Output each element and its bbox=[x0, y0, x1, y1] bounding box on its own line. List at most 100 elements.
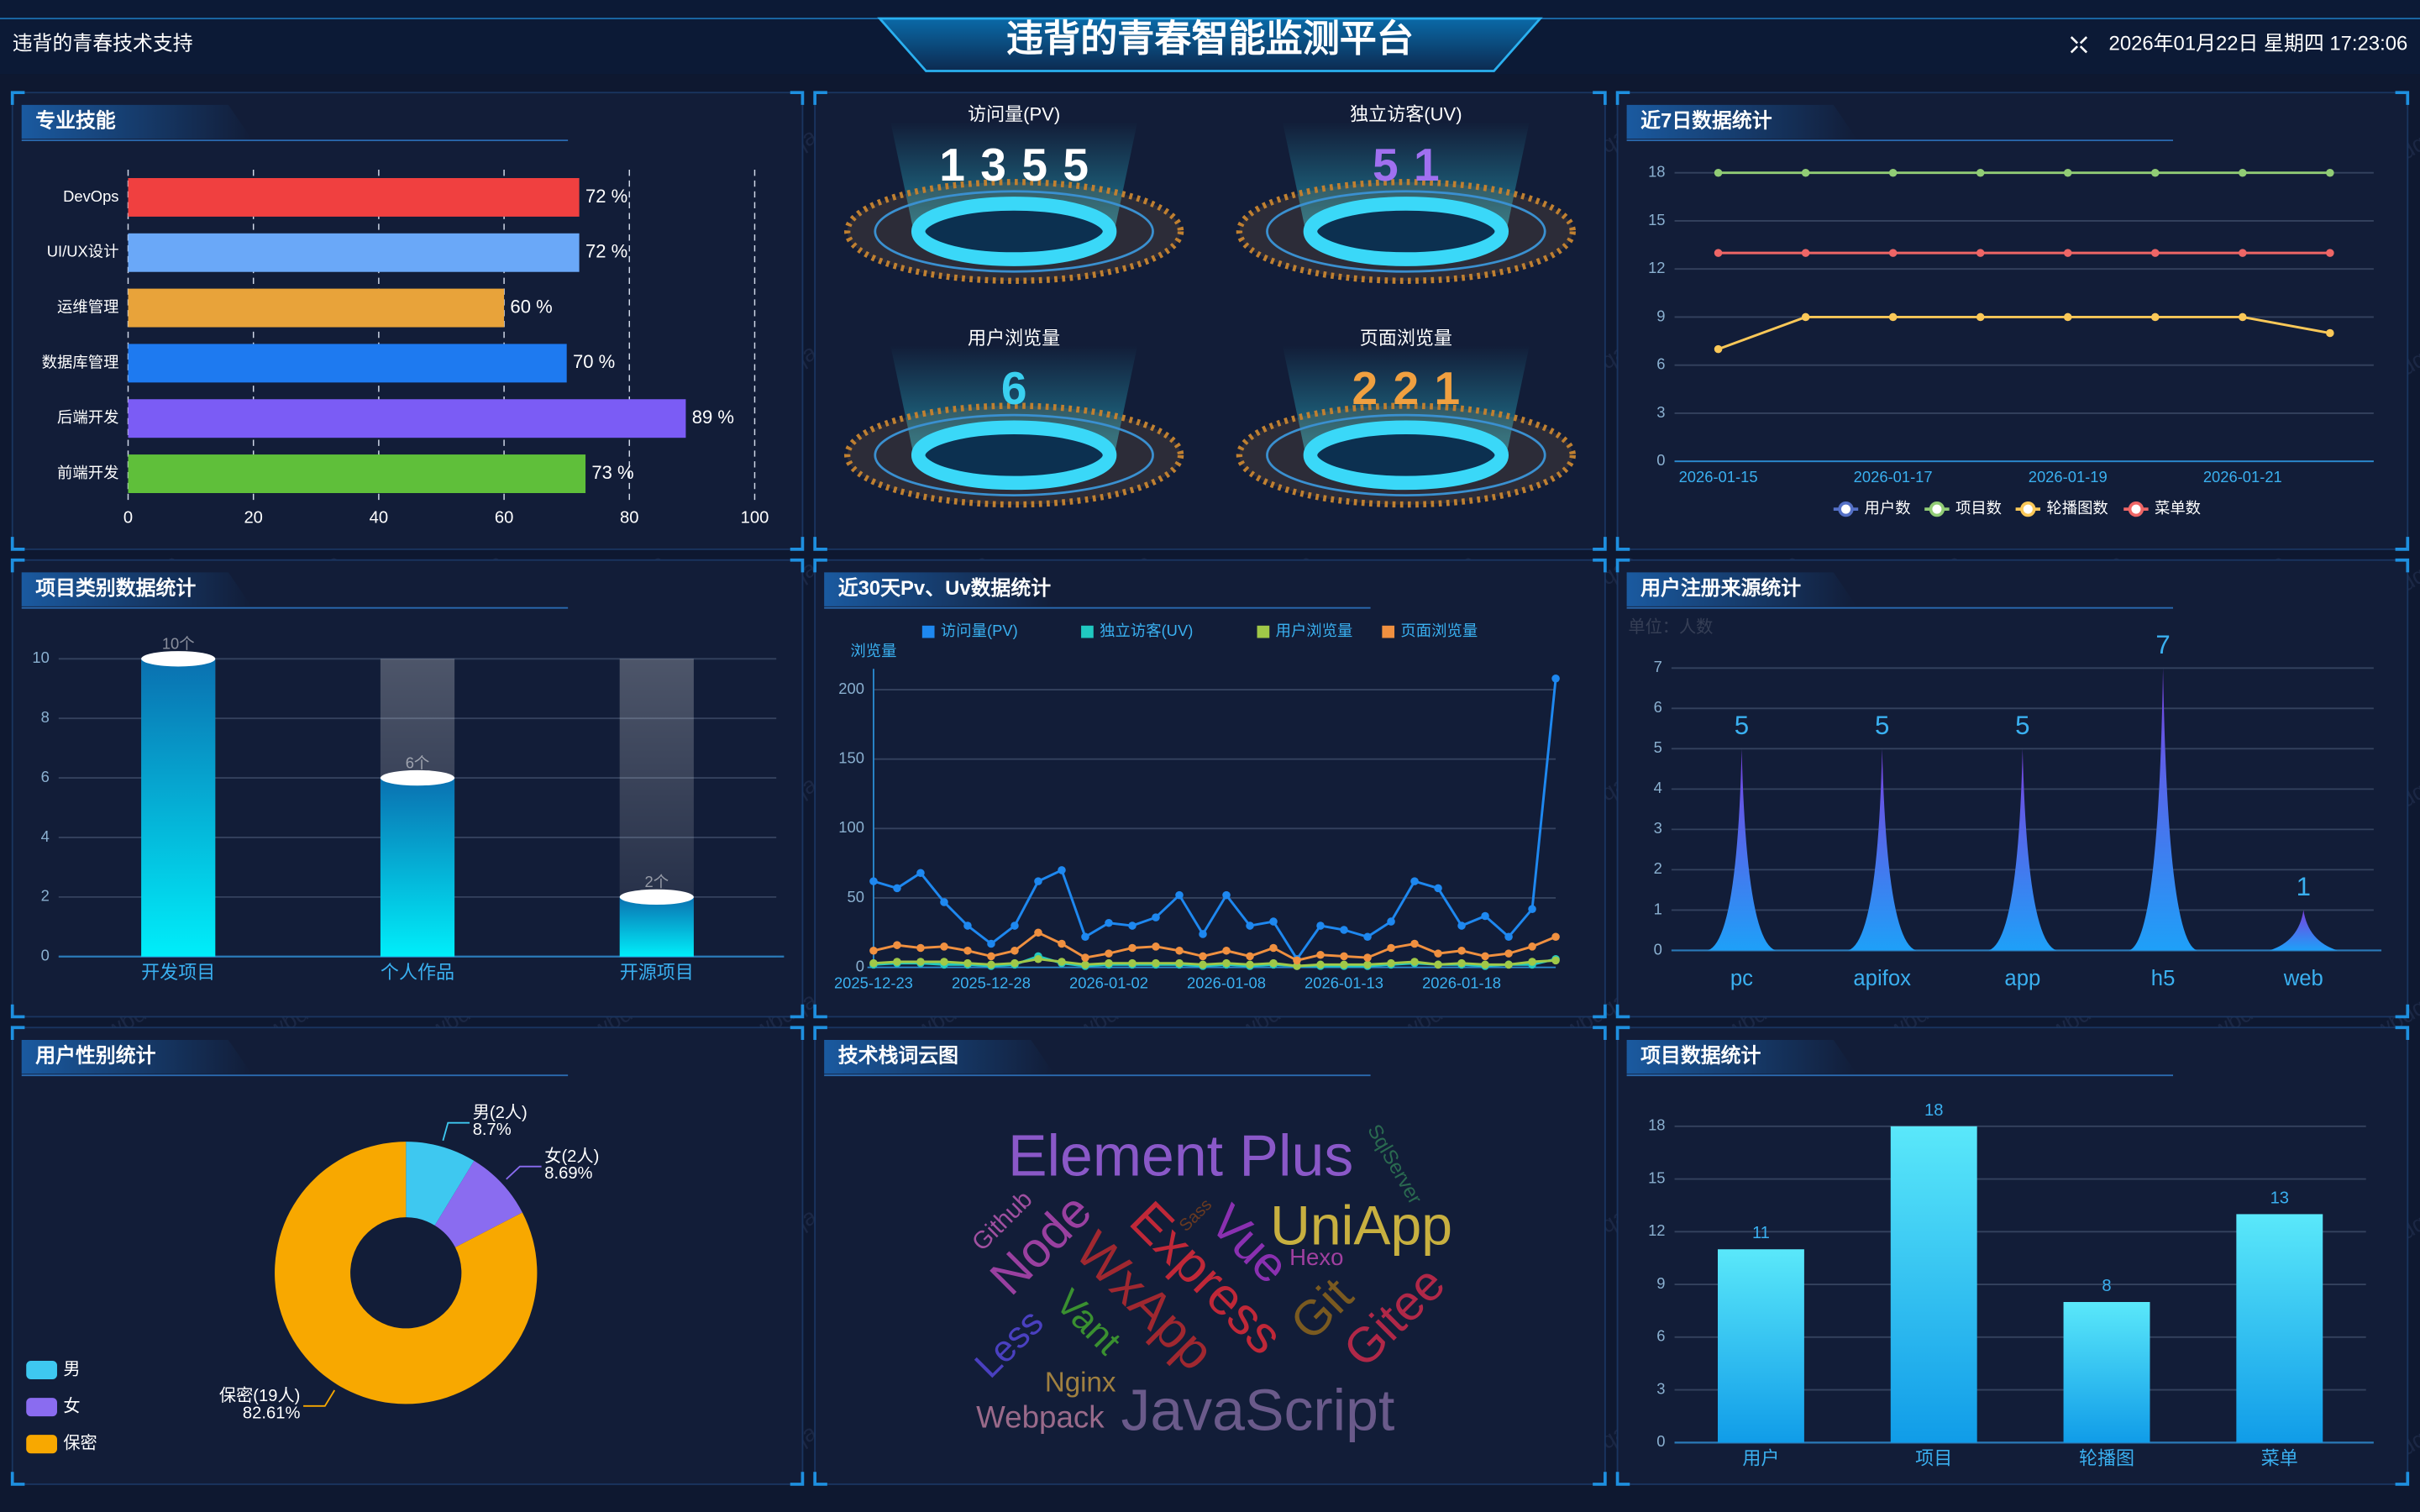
category-label: DevOps bbox=[63, 187, 118, 205]
panel-corner bbox=[10, 1026, 25, 1040]
data-point bbox=[1801, 249, 1810, 257]
stat-label: 访问量(PV) bbox=[968, 104, 1060, 125]
label-line bbox=[442, 1121, 470, 1142]
panel-title: 用户性别统计 bbox=[35, 1043, 155, 1067]
legend-marker bbox=[1929, 501, 1945, 517]
x-tick-label: 2026-01-17 bbox=[1854, 468, 1933, 486]
bar bbox=[128, 177, 580, 217]
data-point bbox=[1528, 942, 1536, 951]
panel-title: 项目数据统计 bbox=[1640, 1043, 1761, 1067]
x-tick-label: 用户 bbox=[1742, 1447, 1779, 1468]
panel bbox=[814, 1026, 1606, 1485]
data-point bbox=[963, 921, 972, 930]
panel-title-bar bbox=[21, 572, 252, 606]
data-point bbox=[1340, 960, 1348, 969]
data-point bbox=[1481, 960, 1489, 969]
data-point bbox=[1363, 960, 1372, 969]
x-tick-label: 2026-01-21 bbox=[2203, 468, 2282, 486]
data-point bbox=[893, 941, 901, 949]
data-point bbox=[1152, 942, 1160, 951]
y-tick-label: 15 bbox=[1648, 211, 1665, 228]
series-line bbox=[873, 678, 1557, 962]
y-tick-label: 2 bbox=[41, 887, 50, 905]
panel-corner bbox=[1615, 1026, 1630, 1040]
stat-value: 1355 bbox=[939, 139, 1104, 191]
data-point bbox=[1058, 866, 1066, 874]
data-point bbox=[1976, 249, 1985, 257]
y-tick-label: 9 bbox=[1656, 307, 1665, 324]
data-point bbox=[1199, 960, 1207, 969]
fullscreen-icon[interactable] bbox=[2070, 36, 2088, 54]
data-point bbox=[1801, 312, 1810, 322]
ring-inner bbox=[1303, 420, 1509, 491]
data-point bbox=[987, 939, 995, 948]
panel-corner bbox=[2395, 91, 2410, 105]
panel-corner bbox=[1593, 1472, 1607, 1486]
data-point bbox=[1293, 962, 1301, 970]
data-point bbox=[2239, 312, 2247, 322]
data-point bbox=[1363, 932, 1372, 942]
data-point bbox=[1340, 952, 1348, 961]
x-tick-label: 开发项目 bbox=[141, 962, 215, 983]
value-label: 18 bbox=[1924, 1101, 1943, 1120]
panel-corner bbox=[790, 537, 805, 551]
data-point bbox=[1528, 905, 1536, 913]
legend-marker bbox=[1838, 501, 1854, 517]
word: Element Plus bbox=[1008, 1123, 1353, 1189]
panel-corner bbox=[1615, 1004, 1630, 1019]
bar bbox=[2236, 1214, 2323, 1443]
pie-slice bbox=[434, 1160, 522, 1247]
word: JavaScript bbox=[1121, 1378, 1395, 1443]
panel-corner bbox=[1615, 558, 1630, 573]
x-tick-label: apifox bbox=[1853, 967, 1911, 990]
data-point bbox=[1316, 950, 1325, 959]
panel-title-bar bbox=[824, 1039, 1054, 1074]
panel-title: 近30天Pv、Uv数据统计 bbox=[838, 576, 1052, 600]
panel-title: 近7日数据统计 bbox=[1640, 108, 1772, 132]
ring-glow bbox=[874, 190, 1154, 273]
y-tick-label: 0 bbox=[1654, 940, 1662, 958]
data-point bbox=[940, 942, 948, 951]
legend-label: 访问量(PV) bbox=[941, 622, 1018, 639]
panel-corner bbox=[2395, 1472, 2410, 1486]
ring-inner bbox=[911, 197, 1117, 266]
data-point bbox=[1034, 954, 1042, 963]
data-point bbox=[1457, 921, 1466, 930]
y-tick-label: 12 bbox=[1648, 1221, 1665, 1239]
data-point bbox=[2150, 312, 2160, 322]
x-tick-label: 40 bbox=[370, 508, 388, 527]
panel-corner bbox=[10, 1004, 25, 1019]
value-label: 8.7% bbox=[473, 1121, 512, 1139]
data-point bbox=[1105, 958, 1113, 968]
label-line bbox=[303, 1389, 336, 1407]
data-point bbox=[1199, 952, 1207, 961]
category-label: 运维管理 bbox=[57, 297, 118, 315]
data-point bbox=[2150, 249, 2160, 257]
x-tick-label: h5 bbox=[2151, 967, 2176, 990]
series-line bbox=[1718, 315, 2331, 350]
datetime: 2026年01月22日 星期四 17:23:06 bbox=[2109, 33, 2408, 55]
x-tick-label: 100 bbox=[741, 508, 769, 527]
panel-corner bbox=[2395, 1004, 2410, 1019]
y-tick-label: 0 bbox=[1656, 451, 1665, 469]
data-point bbox=[1316, 960, 1325, 969]
y-tick-label: 0 bbox=[41, 947, 50, 964]
data-point bbox=[1011, 958, 1019, 968]
data-point bbox=[916, 943, 925, 953]
bar-top bbox=[619, 889, 694, 906]
legend-label: 保密 bbox=[63, 1434, 97, 1453]
y-tick-label: 12 bbox=[1648, 259, 1665, 276]
word: Hexo bbox=[1289, 1244, 1343, 1270]
data-point bbox=[1128, 958, 1137, 968]
data-point bbox=[1175, 947, 1184, 955]
data-point bbox=[1105, 949, 1113, 958]
data-point bbox=[1410, 877, 1419, 885]
value-label: 70 % bbox=[573, 351, 615, 372]
panel-corner bbox=[1615, 91, 1630, 105]
header-left: 违背的青春技术支持 bbox=[13, 33, 193, 55]
panel-corner bbox=[790, 1004, 805, 1019]
x-tick-label: 开源项目 bbox=[620, 962, 694, 983]
category-label: 后端开发 bbox=[57, 408, 118, 426]
stat-value: 6 bbox=[1001, 362, 1042, 414]
